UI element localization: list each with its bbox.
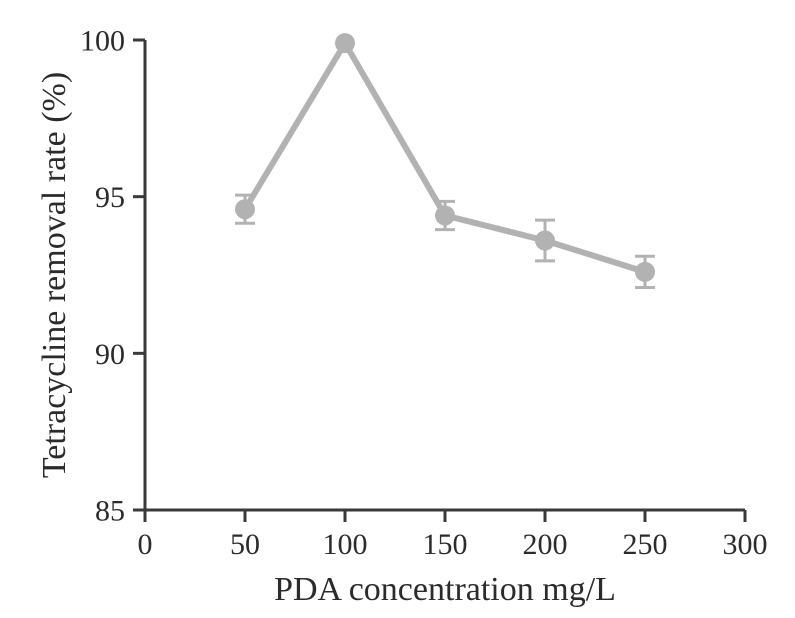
x-tick-label: 0 — [138, 528, 153, 561]
data-point — [435, 205, 455, 225]
chart-container: 0 50 100 150 200 250 300 85 90 95 100 PDA concentra… — [0, 0, 795, 618]
data-point — [535, 231, 555, 251]
x-axis-label: PDA concentration mg/L — [274, 571, 616, 608]
x-tick-label: 150 — [423, 528, 468, 561]
x-tick-label: 50 — [230, 528, 260, 561]
y-axis-label: Tetracycline removal rate (%) — [36, 72, 73, 478]
y-tick-label: 85 — [95, 495, 125, 528]
data-point — [335, 33, 355, 53]
data-point — [635, 262, 655, 282]
y-tick-label: 100 — [80, 25, 125, 58]
x-tick-label: 250 — [623, 528, 668, 561]
data-point — [235, 199, 255, 219]
y-tick-label: 95 — [95, 181, 125, 214]
x-tick-label: 300 — [723, 528, 768, 561]
line-chart: 0 50 100 150 200 250 300 85 90 95 100 PDA concentra… — [0, 0, 795, 618]
y-tick-label: 90 — [95, 338, 125, 371]
x-tick-label: 200 — [523, 528, 568, 561]
x-tick-label: 100 — [323, 528, 368, 561]
